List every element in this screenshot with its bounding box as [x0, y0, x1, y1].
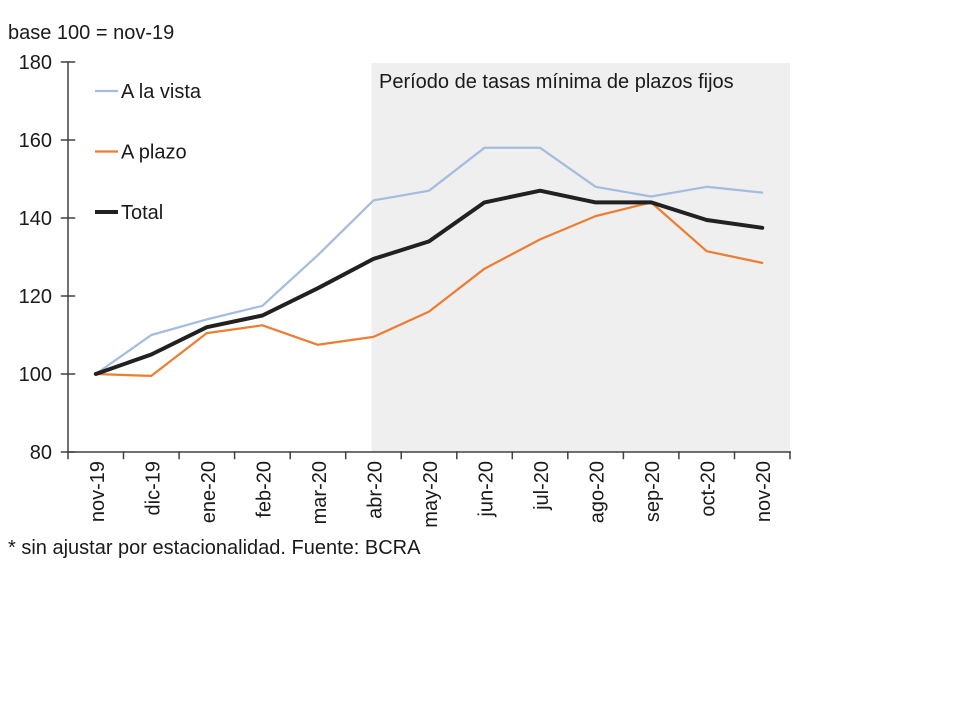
x-axis-label: dic-19 — [142, 461, 164, 515]
x-axis-label: jul-20 — [531, 461, 553, 511]
x-axis-label: feb-20 — [253, 461, 275, 518]
legend: A la vista A plazo Total — [95, 81, 202, 224]
x-axis-label: jun-20 — [476, 461, 498, 518]
line-chart-svg: Período de tasas mínima de plazos fijos 1… — [19, 52, 791, 528]
legend-label-a-la-vista: A la vista — [121, 81, 202, 103]
y-axis-labels: 180 160 140 120 100 80 — [19, 52, 52, 464]
legend-label-total: Total — [121, 202, 163, 224]
x-axis-label: nov-20 — [753, 461, 775, 522]
x-axis-label: nov-19 — [87, 461, 109, 522]
x-axis-labels: nov-19 dic-19 ene-20 feb-20 mar-20 abr-20 may-… — [87, 461, 775, 528]
chart-footnote: * sin ajustar por estacionalidad. Fuente… — [8, 537, 421, 559]
legend-label-a-plazo: A plazo — [121, 142, 187, 164]
x-axis-label: sep-20 — [642, 461, 664, 522]
y-axis-label: 80 — [30, 442, 52, 464]
series-line-total — [93, 188, 765, 376]
shaded-region-label: Período de tasas mínima de plazos fijos — [379, 71, 734, 93]
x-axis-label: ene-20 — [198, 461, 220, 523]
series-line-a-la-vista — [94, 146, 764, 376]
y-axis-label: 180 — [19, 52, 52, 74]
y-axis-label: 160 — [19, 130, 52, 152]
y-axis-label: 140 — [19, 208, 52, 230]
axes — [60, 61, 791, 460]
x-axis-label: may-20 — [420, 461, 442, 528]
x-axis-label: oct-20 — [698, 461, 720, 517]
x-axis-label: ago-20 — [587, 461, 609, 523]
y-axis-label: 100 — [19, 364, 52, 386]
chart-title: base 100 = nov-19 — [8, 22, 175, 44]
y-axis-label: 120 — [19, 286, 52, 308]
shaded-region — [371, 63, 790, 452]
x-axis-label: abr-20 — [365, 461, 387, 519]
x-axis-label: mar-20 — [309, 461, 331, 524]
